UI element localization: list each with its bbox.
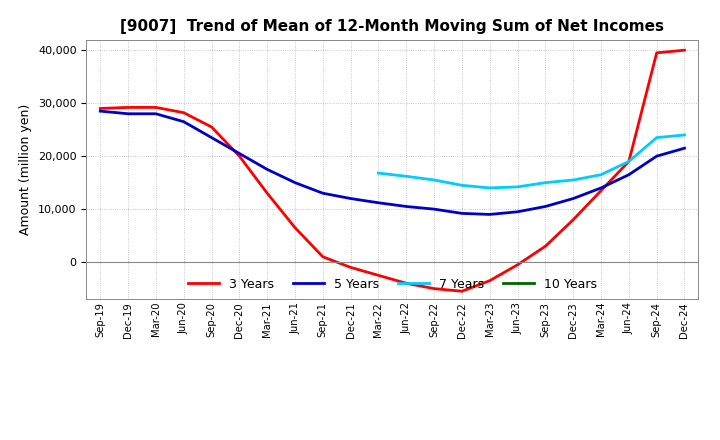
Legend: 3 Years, 5 Years, 7 Years, 10 Years: 3 Years, 5 Years, 7 Years, 10 Years — [183, 272, 602, 296]
Y-axis label: Amount (million yen): Amount (million yen) — [19, 104, 32, 235]
Title: [9007]  Trend of Mean of 12-Month Moving Sum of Net Incomes: [9007] Trend of Mean of 12-Month Moving … — [120, 19, 665, 34]
